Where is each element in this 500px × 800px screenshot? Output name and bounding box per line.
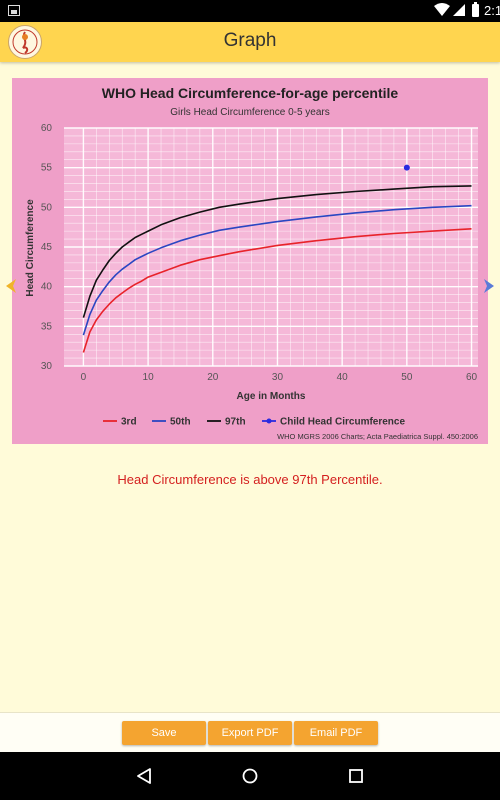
y-tick-label: 55: [41, 163, 53, 174]
next-graph-arrow-icon[interactable]: [482, 278, 496, 294]
chart-title: WHO Head Circumference-for-age percentil…: [101, 85, 399, 101]
growth-chart: WHO Head Circumference-for-age percentil…: [12, 78, 488, 444]
system-navigation-bar: [0, 752, 500, 800]
y-tick-label: 45: [41, 242, 53, 253]
app-bar: Graph: [0, 22, 500, 62]
wifi-icon: [434, 3, 450, 16]
chart-plot: 0 10 20 30 40 50 60 30 35 40 45 50 55 60 Age in Month…: [25, 123, 478, 441]
email-pdf-button[interactable]: Email PDF: [294, 721, 378, 745]
chart-subtitle: Girls Head Circumference 0-5 years: [170, 107, 330, 118]
status-time: 2:18: [484, 3, 500, 18]
y-tick-label: 60: [41, 123, 53, 134]
x-tick-label: 0: [81, 372, 87, 383]
percentile-result-message: Head Circumference is above 97th Percent…: [117, 472, 383, 487]
page-title: Graph: [223, 30, 277, 51]
legend-label[interactable]: 50th: [170, 417, 191, 428]
x-tick-label: 50: [401, 372, 413, 383]
y-tick-label: 35: [41, 321, 53, 332]
status-bar: 2:18: [0, 0, 500, 22]
x-tick-label: 20: [207, 372, 219, 383]
x-tick-label: 30: [272, 372, 284, 383]
academy-seal-logo-icon: [8, 25, 42, 59]
x-tick-label: 60: [466, 372, 478, 383]
x-tick-label: 10: [143, 372, 155, 383]
action-bar: Save Export PDF Email PDF: [0, 712, 500, 753]
x-tick-label: 40: [337, 372, 349, 383]
child-data-point: [403, 164, 410, 171]
legend-marker: [266, 418, 272, 424]
series-line-97th: [82, 185, 472, 318]
y-tick-label: 40: [41, 282, 53, 293]
legend-label[interactable]: 97th: [225, 417, 246, 428]
series-line-50th: [82, 204, 472, 336]
y-tick-label: 50: [41, 202, 53, 213]
image-notification-icon: [8, 5, 20, 16]
y-axis-title: Head Circumference: [25, 199, 36, 297]
x-axis-title: Age in Months: [237, 391, 306, 402]
cell-signal-icon: [453, 4, 465, 16]
chart-source-annotation: WHO MGRS 2006 Charts; Acta Paediatrica S…: [277, 432, 478, 441]
legend-label[interactable]: 3rd: [121, 417, 137, 428]
export-pdf-button[interactable]: Export PDF: [208, 721, 292, 745]
y-tick-label: 30: [41, 361, 53, 372]
recent-apps-icon[interactable]: [348, 768, 364, 784]
battery-icon: [472, 2, 479, 17]
previous-graph-arrow-icon[interactable]: [4, 278, 18, 294]
series-line-3rd: [82, 228, 472, 353]
back-icon[interactable]: [136, 768, 152, 784]
save-button[interactable]: Save: [122, 721, 206, 745]
legend-label[interactable]: Child Head Circumference: [280, 417, 405, 428]
home-icon[interactable]: [242, 768, 258, 784]
